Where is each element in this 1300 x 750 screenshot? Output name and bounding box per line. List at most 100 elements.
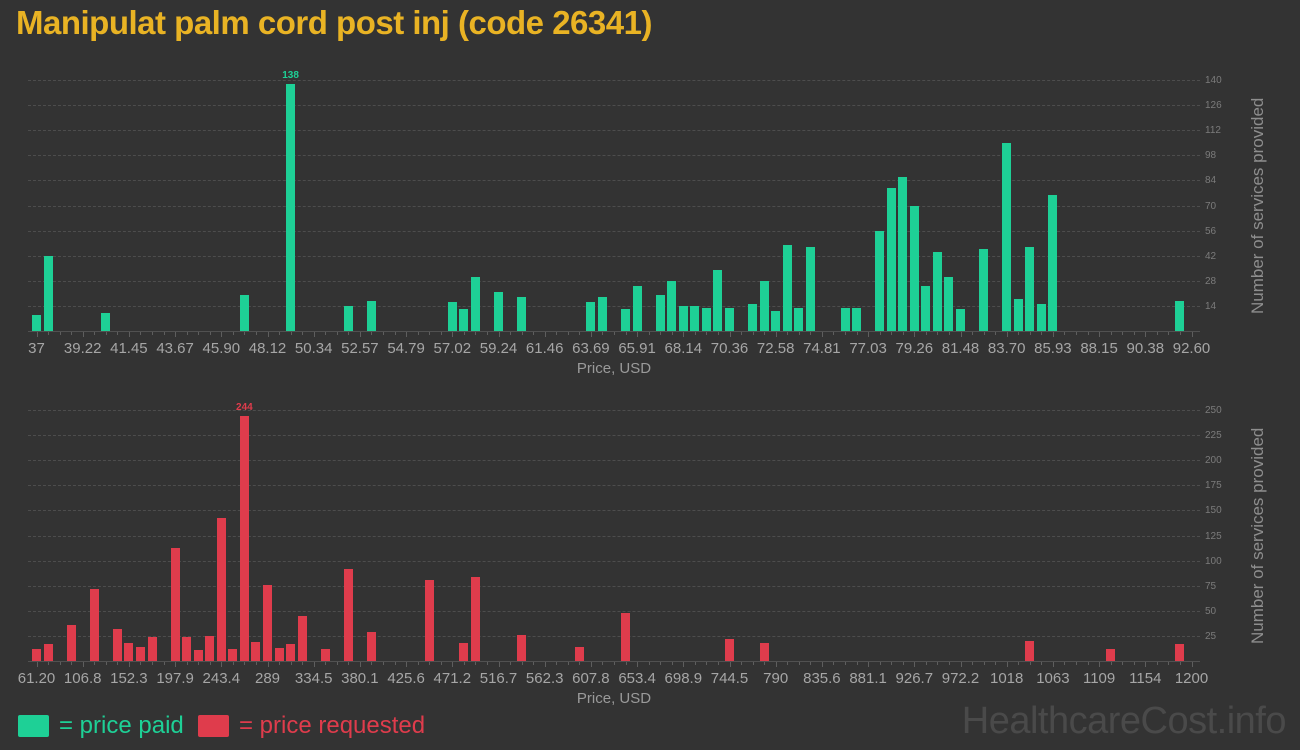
- axis-tick: [845, 332, 846, 335]
- histogram-bar: [366, 300, 376, 331]
- axis-tick: [764, 662, 766, 665]
- x-axis-title: Price, USD: [576, 360, 652, 377]
- histogram-bar: [286, 643, 296, 661]
- axis-tick: [325, 662, 327, 665]
- axis-tick: [602, 662, 604, 665]
- axis-tick: [71, 332, 73, 335]
- x-tick-label: 37: [28, 340, 45, 357]
- histogram-bar: [713, 270, 723, 331]
- histogram-bar: [690, 305, 700, 331]
- axis-tick: [706, 332, 708, 335]
- histogram-bar: [170, 547, 180, 661]
- axis-tick: [198, 332, 200, 335]
- axis-tick: [394, 332, 396, 335]
- axis-tick: [209, 332, 211, 335]
- axis-tick: [602, 332, 604, 335]
- axis-tick: [741, 332, 743, 335]
- grid-line: [28, 585, 1200, 587]
- x-axis-title: Price, USD: [576, 690, 652, 707]
- histogram-bar: [909, 205, 919, 331]
- axis-tick: [209, 662, 211, 665]
- axis-tick: [394, 662, 396, 665]
- axis-tick: [94, 332, 96, 335]
- axis-tick: [36, 662, 38, 667]
- grid-line: [28, 230, 1200, 232]
- axis-tick: [105, 662, 107, 665]
- x-tick-label: 45.90: [202, 340, 241, 357]
- histogram-bar: [263, 584, 272, 661]
- bar-value-label: 138: [282, 69, 299, 81]
- axis-tick: [752, 662, 754, 665]
- grid-line: [28, 155, 1200, 157]
- axis-tick: [914, 662, 916, 667]
- histogram-bar: [771, 311, 781, 331]
- axis-tick: [660, 332, 662, 335]
- histogram-bar: [1002, 142, 1012, 331]
- axis-tick: [290, 662, 292, 665]
- axis-tick: [983, 662, 985, 665]
- axis-tick: [995, 332, 997, 335]
- axis-tick: [879, 662, 881, 665]
- bar-value-label: 244: [236, 402, 253, 414]
- histogram-bar: [805, 246, 815, 331]
- axis-tick: [729, 332, 731, 337]
- x-tick-label: 698.9: [664, 670, 703, 687]
- x-tick-label: 197.9: [156, 670, 194, 687]
- axis-tick: [614, 662, 615, 665]
- page-title: Manipulat palm cord post inj (code 26341…: [16, 4, 652, 41]
- x-tick-label: 1200: [1174, 670, 1209, 687]
- axis-tick: [406, 332, 408, 337]
- histogram-bar: [147, 636, 157, 661]
- x-tick-label: 653.4: [618, 670, 656, 687]
- axis-tick: [1041, 332, 1043, 335]
- x-axis-line: [28, 331, 1200, 332]
- axis-tick: [1122, 332, 1124, 335]
- histogram-bar: [667, 280, 677, 331]
- axis-tick: [325, 332, 327, 335]
- axis-tick: [1110, 332, 1112, 335]
- axis-tick: [787, 662, 789, 665]
- histogram-bar: [701, 307, 711, 331]
- x-tick-label: 52.57: [341, 340, 379, 357]
- histogram-bar: [89, 588, 99, 661]
- axis-tick: [59, 332, 61, 335]
- axis-tick: [267, 332, 269, 337]
- axis-tick: [1064, 332, 1066, 335]
- axis-tick: [1133, 662, 1135, 665]
- axis-tick: [359, 332, 361, 337]
- x-tick-label: 607.8: [572, 670, 610, 687]
- histogram-bar: [239, 295, 249, 331]
- histogram-bar: [320, 648, 330, 661]
- axis-tick: [752, 332, 754, 335]
- histogram-bar: [182, 636, 192, 661]
- axis-tick: [683, 662, 685, 667]
- axis-tick: [267, 662, 269, 667]
- axis-tick: [544, 332, 546, 337]
- axis-tick: [117, 332, 119, 335]
- axis-tick: [1087, 332, 1089, 335]
- axis-tick: [463, 662, 465, 665]
- histogram-bar: [632, 286, 642, 331]
- axis-tick: [452, 332, 454, 337]
- histogram-bar: [343, 568, 353, 661]
- axis-tick: [336, 332, 338, 335]
- axis-tick: [868, 332, 870, 337]
- histogram-bar: [748, 304, 758, 331]
- axis-tick: [625, 332, 627, 335]
- axis-tick: [972, 662, 974, 665]
- grid-line: [28, 130, 1200, 132]
- x-tick-label: 334.5: [294, 670, 333, 687]
- axis-tick: [810, 332, 812, 335]
- axis-tick: [764, 332, 766, 335]
- axis-tick: [937, 332, 939, 335]
- axis-tick: [498, 332, 500, 337]
- y-tick-label: 42: [1205, 250, 1217, 262]
- histogram-bar: [979, 248, 989, 331]
- axis-tick: [787, 332, 789, 335]
- axis-tick: [556, 332, 558, 335]
- axis-tick: [891, 332, 893, 335]
- axis-tick: [1122, 662, 1124, 665]
- y-tick-label: 25: [1205, 630, 1217, 642]
- axis-tick: [902, 332, 904, 335]
- x-tick-label: 972.2: [941, 670, 980, 687]
